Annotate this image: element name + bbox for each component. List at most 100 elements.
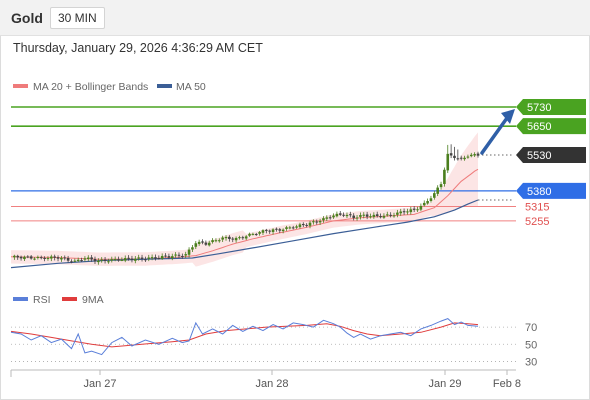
candle-body (123, 258, 127, 261)
candle-body (372, 214, 376, 217)
x-tick-label: Jan 27 (83, 378, 116, 390)
candle-body (73, 260, 77, 262)
level-tag-5650 (516, 118, 586, 135)
candle-body (238, 237, 241, 239)
candle-body (412, 208, 416, 210)
candle-body (355, 217, 359, 219)
candle-body (362, 214, 366, 216)
x-tick-label: Jan 29 (428, 378, 461, 390)
candle-body (433, 193, 436, 198)
bollinger-band-fill (11, 132, 478, 267)
candle-body (113, 259, 117, 261)
candle-body (328, 217, 332, 219)
candle-body (359, 215, 362, 217)
candle-body (46, 257, 50, 259)
candle-body (191, 247, 194, 250)
ma50-legend-swatch (157, 84, 172, 88)
candle-body (258, 232, 261, 234)
candle-body (315, 221, 319, 223)
candle-body (86, 257, 90, 259)
candle-body (177, 254, 181, 256)
candle-body (130, 258, 134, 261)
forecast-arrow-head (501, 109, 515, 124)
timeframe-badge[interactable]: 30 MIN (50, 7, 105, 29)
candle-body (16, 255, 20, 258)
candle-body (439, 184, 443, 188)
candle-body (352, 215, 355, 218)
candle-body (426, 201, 429, 204)
candle-body (473, 154, 476, 156)
candle-body (13, 255, 16, 258)
candle-body (402, 211, 406, 213)
ma20-legend-label: MA 20 + Bollinger Bands (33, 81, 148, 93)
candle-body (254, 234, 258, 236)
candle-body (160, 255, 164, 259)
candle-body (345, 214, 349, 217)
candle-body (228, 236, 231, 239)
candle-body (446, 153, 450, 171)
candle-body (60, 257, 63, 260)
rsi-ma-legend-label: 9MA (82, 294, 104, 306)
rsi-line (10, 318, 479, 356)
candle-body (278, 229, 282, 231)
candle-body (349, 214, 352, 216)
level-tag-5530 (516, 146, 586, 163)
candle-body (187, 249, 191, 255)
candle-body (298, 224, 302, 228)
rsi-ma-legend-swatch (62, 297, 77, 301)
candle-body (443, 169, 446, 184)
ma50-legend-label: MA 50 (176, 81, 206, 93)
candle-body (19, 256, 23, 259)
candle-body (103, 259, 107, 262)
candle-body (83, 258, 87, 260)
candle-body (396, 212, 399, 215)
candle-body (93, 258, 97, 262)
candle-body (281, 229, 285, 232)
candle-body (244, 236, 248, 239)
candle-body (332, 215, 335, 218)
candle-body (110, 259, 114, 261)
candle-body (224, 237, 228, 239)
candle-body (76, 259, 80, 261)
candle-body (429, 198, 433, 201)
candle-body (456, 158, 460, 160)
candle-body (291, 227, 295, 229)
candle-body (422, 202, 426, 206)
candle-body (416, 209, 419, 211)
candle-body (53, 256, 56, 258)
candle-body (154, 257, 157, 259)
ma20-legend-swatch (13, 84, 28, 88)
candle-body (97, 260, 100, 263)
candle-body (184, 254, 188, 256)
candle-body (39, 257, 43, 259)
candle-body (201, 241, 204, 243)
candle-body (214, 240, 218, 242)
candle-body (221, 237, 224, 240)
candle-body (137, 257, 140, 259)
candle-body (375, 214, 379, 217)
ma50-line (10, 199, 479, 269)
candle-body (463, 157, 466, 160)
timestamp: Thursday, January 29, 2026 4:36:29 AM CE… (13, 41, 263, 55)
candle-body (436, 187, 439, 194)
candle-body (466, 156, 470, 158)
candle-body (211, 240, 214, 243)
candle-body (268, 230, 271, 232)
candle-body (50, 256, 53, 259)
candle-body (369, 216, 372, 218)
candle-body (107, 261, 110, 263)
candle-body (174, 254, 177, 256)
level-tag-label-5730: 5730 (527, 102, 551, 114)
candle-body (476, 153, 480, 156)
candle-body (261, 230, 265, 233)
candle-body (234, 237, 238, 241)
candle-body (385, 214, 389, 216)
candle-body (285, 227, 288, 229)
candle-body (181, 255, 184, 257)
candle-body (134, 258, 137, 261)
candle-body (275, 228, 278, 230)
level-tag-label-5530: 5530 (527, 150, 551, 162)
candle-body (449, 153, 453, 156)
candle-body (117, 259, 120, 261)
